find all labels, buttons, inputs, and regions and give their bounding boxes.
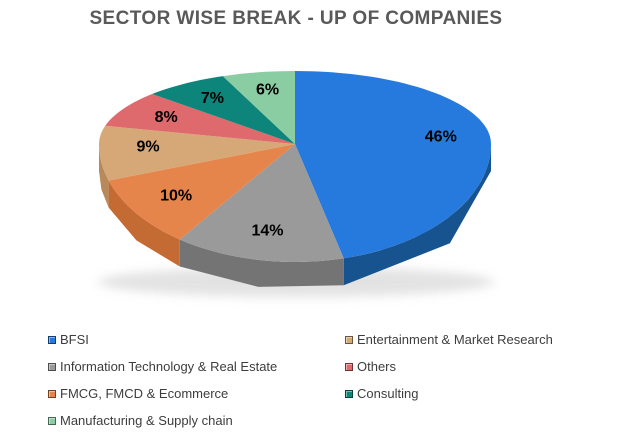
legend-marker [48, 335, 56, 344]
legend-marker [48, 389, 56, 398]
legend-item: Information Technology & Real Estate [48, 353, 345, 380]
slice-percentage-label: 14% [251, 222, 283, 239]
slice-percentage-label: 6% [256, 82, 279, 99]
legend-label: FMCG, FMCD & Ecommerce [60, 386, 229, 401]
legend-item: Others [345, 353, 553, 380]
pie-slice-side [343, 144, 491, 286]
legend-label: Others [357, 359, 397, 374]
legend: BFSI Information Technology & Real Estate… [48, 326, 553, 434]
pie-slice [99, 125, 295, 181]
legend-column: Entertainment & Market Research Others Con… [345, 326, 553, 434]
legend-label: Manufacturing & Supply chain [60, 413, 233, 428]
pie-slice [152, 76, 295, 144]
pie-slice [108, 144, 295, 240]
slice-percentage-label: 10% [160, 188, 192, 205]
slice-percentage-label: 9% [137, 138, 160, 155]
pie-slice-side [179, 239, 344, 287]
legend-item: BFSI [48, 326, 345, 353]
legend-marker [48, 362, 56, 371]
slice-percentage-label: 7% [201, 90, 224, 107]
legend-marker [345, 389, 353, 398]
pie-slice-side [99, 144, 109, 208]
legend-column: BFSI Information Technology & Real Estate… [48, 326, 345, 434]
slice-percentage-label: 8% [155, 109, 178, 126]
legend-item: Consulting [345, 380, 553, 407]
legend-marker [345, 335, 353, 344]
pie-slice-side [108, 180, 180, 267]
chart-title: SECTOR WISE BREAK - UP OF COMPANIES [89, 8, 503, 29]
legend-label: Information Technology & Real Estate [60, 359, 278, 374]
pie-slice [105, 94, 295, 144]
legend-label: BFSI [60, 332, 89, 347]
legend-marker [345, 362, 353, 371]
legend-item: Manufacturing & Supply chain [48, 407, 345, 434]
legend-label: Entertainment & Market Research [357, 332, 553, 347]
slice-percentage-label: 46% [425, 129, 457, 146]
legend-label: Consulting [357, 386, 419, 401]
legend-marker [48, 416, 56, 425]
pie-labels: 46% 14% 10% 9% 8% 7% 6% [137, 82, 457, 240]
pie-tops [99, 71, 491, 262]
pie-slice [179, 144, 344, 262]
pie-slice [222, 71, 295, 144]
legend-item: Entertainment & Market Research [345, 326, 553, 353]
legend-item: FMCG, FMCD & Ecommerce [48, 380, 345, 407]
pie-slice [295, 71, 491, 259]
pie-sides [99, 144, 491, 287]
